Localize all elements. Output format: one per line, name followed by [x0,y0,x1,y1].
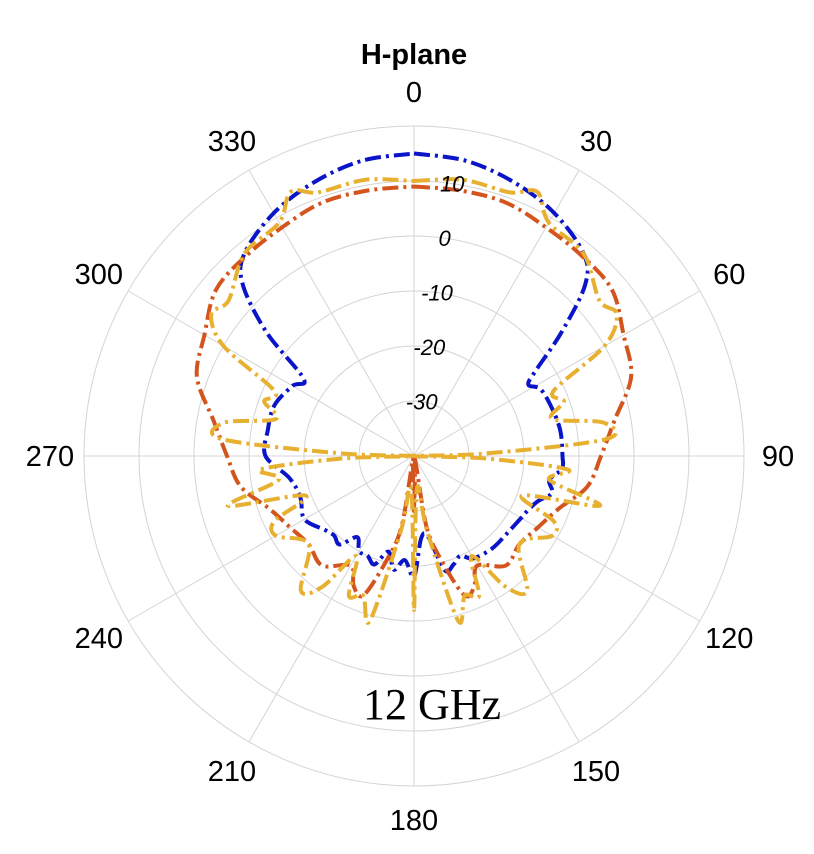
grid-spoke-330 [248,169,415,457]
angle-tick-label-7: 210 [208,756,256,788]
chart-title: H-plane [361,39,467,71]
frequency-annotation: 12 GHz [363,680,501,729]
angle-tick-label-9: 270 [26,441,74,473]
radial-tick-label-0: -30 [406,390,439,415]
angle-tick-label-5: 150 [572,756,620,788]
angle-tick-label-8: 240 [75,623,123,655]
angle-tick-label-6: 180 [390,805,438,837]
radial-tick-labels: -30 -20 -10 0 10 [406,172,465,415]
grid-spoke-210 [248,455,415,743]
grid-spoke-120 [413,455,701,622]
grid-spoke-60 [413,290,701,457]
angle-tick-label-10: 300 [75,259,123,291]
grid-spoke-300 [127,290,415,457]
angle-tick-label-2: 60 [713,259,745,291]
series-1-line [238,151,590,580]
series-3-line [209,177,619,625]
angle-tick-labels: 0 30 60 90 120 150 180 210 240 270 300 330 [26,77,794,837]
angle-tick-label-11: 330 [208,126,256,158]
grid-spoke-240 [127,455,415,622]
radial-tick-label-4: 10 [440,172,465,197]
radial-tick-label-1: -20 [413,335,446,360]
angle-tick-label-3: 90 [762,441,794,473]
angle-tick-label-0: 0 [406,77,422,109]
angle-tick-label-1: 30 [580,126,612,158]
angle-tick-label-4: 120 [705,623,753,655]
radial-tick-label-3: 0 [438,226,451,251]
series-group [194,151,634,625]
grid-spoke-150 [413,455,580,743]
grid-spoke-30 [413,169,580,457]
radial-tick-label-2: -10 [421,281,454,306]
